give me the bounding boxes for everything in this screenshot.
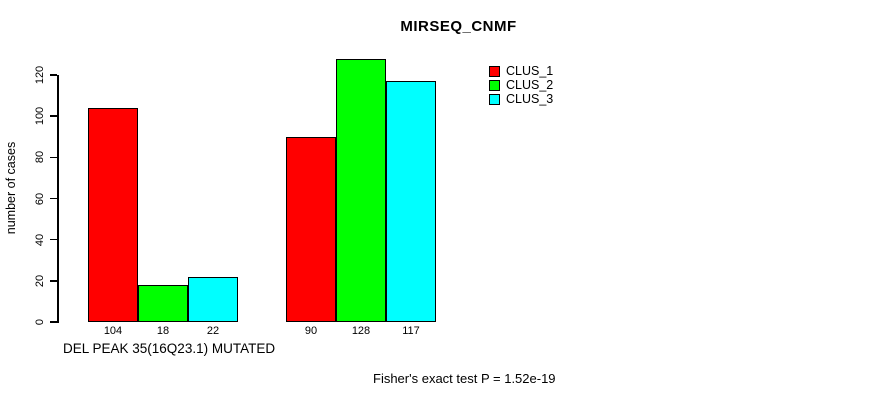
- y-tick-mark: [50, 115, 57, 117]
- legend-item-clus_3: CLUS_3: [489, 92, 553, 106]
- bar-value-label: 22: [206, 325, 220, 337]
- chart-title: MIRSEQ_CNMF: [400, 18, 517, 35]
- y-tick-mark: [50, 74, 57, 76]
- bar-value-label: 117: [402, 325, 420, 337]
- y-tick-mark: [50, 280, 57, 282]
- legend-swatch-icon: [489, 65, 500, 77]
- y-tick-label: 60: [34, 192, 46, 205]
- fisher-test-annotation: Fisher's exact test P = 1.52e-19: [373, 371, 556, 386]
- y-axis-title: number of cases: [4, 141, 18, 235]
- bar-clus_2-group1: [138, 284, 188, 322]
- legend-swatch-icon: [489, 79, 500, 91]
- legend-item-clus_2: CLUS_2: [489, 78, 553, 92]
- bar-clus_3-group2: [386, 81, 436, 322]
- bar-clus_2-group2: [336, 58, 386, 322]
- legend-label: CLUS_1: [506, 64, 554, 78]
- bar-clus_1-group1: [88, 107, 138, 322]
- legend-item-clus_1: CLUS_1: [489, 64, 553, 78]
- bar-clus_1-group2: [286, 136, 336, 322]
- y-axis-line: [57, 75, 59, 323]
- y-tick-mark: [50, 321, 57, 323]
- bar-value-label: 18: [156, 325, 170, 337]
- legend-label: CLUS_2: [506, 78, 554, 92]
- y-tick-label: 0: [34, 318, 46, 326]
- y-tick-mark: [50, 238, 57, 241]
- y-tick-label: 20: [34, 274, 46, 287]
- y-tick-label: 40: [34, 233, 46, 246]
- bar-value-label: 90: [304, 325, 318, 337]
- y-tick-mark: [50, 197, 57, 200]
- y-tick-mark: [50, 156, 57, 159]
- legend: CLUS_1 CLUS_2 CLUS_3: [489, 64, 553, 106]
- legend-label: CLUS_3: [506, 92, 554, 106]
- bar-clus_3-group1: [188, 276, 238, 322]
- x-axis-title: DEL PEAK 35(16Q23.1) MUTATED: [63, 341, 276, 356]
- y-tick-label: 100: [34, 106, 46, 126]
- bar-value-label: 128: [351, 325, 371, 337]
- y-tick-label: 80: [34, 151, 46, 164]
- bar-value-label: 104: [103, 325, 123, 337]
- legend-swatch-icon: [489, 93, 500, 105]
- y-tick-label: 120: [34, 65, 46, 85]
